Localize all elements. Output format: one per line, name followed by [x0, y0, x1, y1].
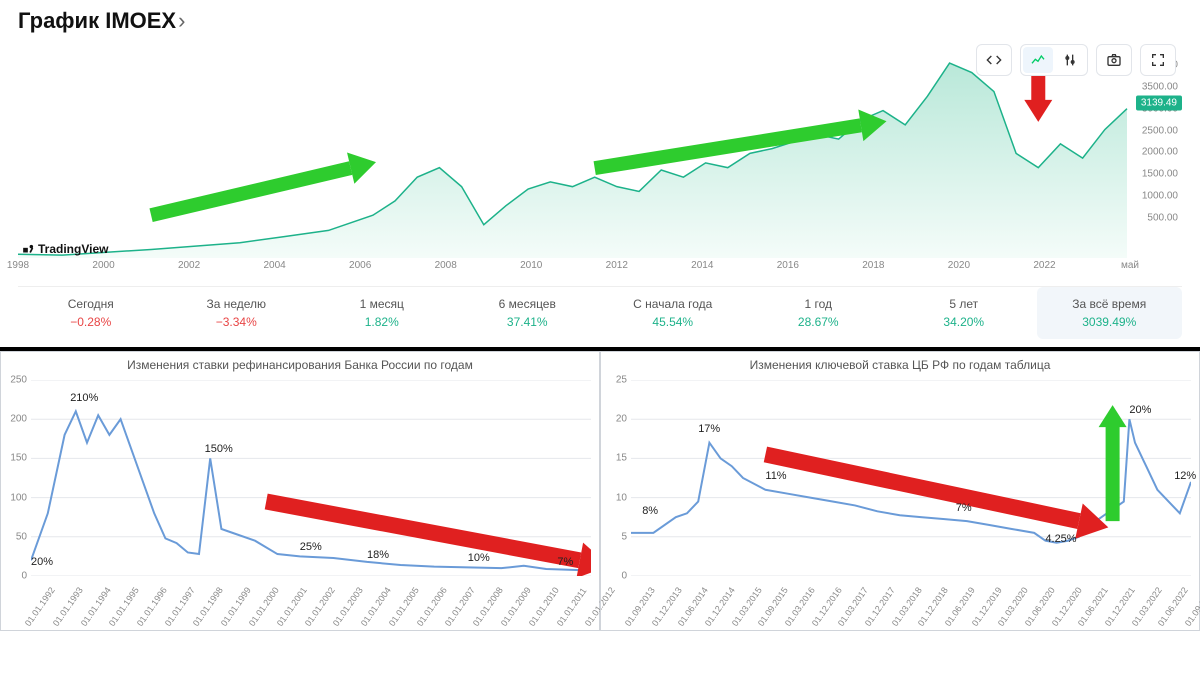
period-6 месяцев[interactable]: 6 месяцев 37.41%: [455, 287, 601, 339]
data-label: 7%: [956, 502, 972, 514]
x-axis: 1998200020022004200620082010201220142016…: [18, 260, 1130, 278]
page-title[interactable]: График IMOEX›: [18, 8, 1182, 34]
plot-area[interactable]: 8%17%11%7%4.25%20%12%: [631, 380, 1191, 576]
period-selector: Сегодня −0.28% За неделю −3.34% 1 месяц 1.82%…: [18, 286, 1182, 339]
data-label: 11%: [765, 470, 786, 482]
period-value: 28.67%: [750, 315, 888, 329]
period-value: 1.82%: [313, 315, 451, 329]
period-5 лет[interactable]: 5 лет 34.20%: [891, 287, 1037, 339]
chart-title: Изменения ставки рефинансирования Банка …: [1, 352, 599, 378]
embed-code-button[interactable]: [979, 47, 1009, 73]
period-value: 3039.49%: [1041, 315, 1179, 329]
snapshot-button[interactable]: [1099, 47, 1129, 73]
chevron-right-icon: ›: [178, 8, 185, 33]
period-Сегодня[interactable]: Сегодня −0.28%: [18, 287, 164, 339]
data-label: 10%: [468, 552, 490, 564]
indicators-button[interactable]: [1055, 47, 1085, 73]
period-value: 45.54%: [604, 315, 742, 329]
period-value: −3.34%: [168, 315, 306, 329]
period-label: 6 месяцев: [459, 297, 597, 311]
key-rate-chart: Изменения ключевой ставка ЦБ РФ по годам…: [600, 351, 1200, 631]
x-axis: 01.01.199201.01.199301.01.199401.01.1995…: [31, 578, 591, 628]
period-label: За неделю: [168, 297, 306, 311]
data-label: 7%: [557, 556, 573, 568]
data-label: 4.25%: [1045, 533, 1076, 545]
y-axis: 0510152025: [603, 380, 629, 576]
data-label: 150%: [205, 443, 233, 455]
area-chart-button[interactable]: [1023, 47, 1053, 73]
x-axis: 01.09.201301.12.201301.06.201401.12.2014…: [631, 578, 1191, 628]
current-price-badge: 3139.49: [1136, 95, 1182, 110]
period-1 месяц[interactable]: 1 месяц 1.82%: [309, 287, 455, 339]
tradingview-logo: TradingView: [22, 242, 108, 256]
fullscreen-button[interactable]: [1143, 47, 1173, 73]
period-label: 1 месяц: [313, 297, 451, 311]
period-value: 37.41%: [459, 315, 597, 329]
plot-area[interactable]: 20% 210% 150% 25% 18% 10% 7%: [31, 380, 591, 576]
period-За неделю[interactable]: За неделю −3.34%: [164, 287, 310, 339]
period-label: За всё время: [1041, 297, 1179, 311]
period-За всё время[interactable]: За всё время 3039.49%: [1037, 287, 1183, 339]
data-label: 25%: [300, 541, 322, 553]
data-label: 17%: [698, 423, 720, 435]
period-value: 34.20%: [895, 315, 1033, 329]
data-label: 18%: [367, 549, 389, 561]
data-label: 12%: [1174, 470, 1196, 482]
title-text: График IMOEX: [18, 8, 176, 33]
data-label: 210%: [70, 392, 98, 404]
period-value: −0.28%: [22, 315, 160, 329]
chart-toolbar: [976, 44, 1176, 76]
data-label: 8%: [642, 505, 658, 517]
period-label: 1 год: [750, 297, 888, 311]
period-label: Сегодня: [22, 297, 160, 311]
chart-title: Изменения ключевой ставка ЦБ РФ по годам…: [601, 352, 1199, 378]
data-label: 20%: [31, 556, 53, 568]
y-axis: 050100150200250: [3, 380, 29, 576]
period-1 год[interactable]: 1 год 28.67%: [746, 287, 892, 339]
period-С начала года[interactable]: С начала года 45.54%: [600, 287, 746, 339]
period-label: 5 лет: [895, 297, 1033, 311]
data-label: 20%: [1129, 404, 1151, 416]
period-label: С начала года: [604, 297, 742, 311]
refinancing-rate-chart: Изменения ставки рефинансирования Банка …: [0, 351, 600, 631]
